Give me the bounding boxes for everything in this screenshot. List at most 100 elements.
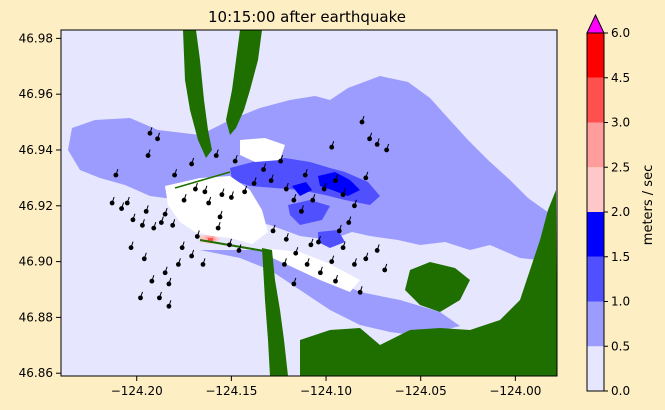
colorbar-segment <box>587 256 604 302</box>
gauge-point <box>206 200 212 206</box>
gauge-point <box>181 197 187 203</box>
gauge-point <box>124 200 130 206</box>
land-north-peninsula <box>226 30 262 135</box>
land-south-spit <box>262 248 288 376</box>
gauge-point <box>278 158 284 164</box>
land-south-shore <box>300 190 557 376</box>
speed-region-1.0-1.5c <box>318 230 345 248</box>
gauge-point <box>283 186 289 192</box>
gauge-point <box>145 153 151 158</box>
plot-area <box>61 30 557 376</box>
gauge-point <box>384 147 390 153</box>
chart-title: 10:15:00 after earthquake <box>208 8 406 26</box>
gauge-point <box>219 192 225 198</box>
gauge-point <box>352 261 357 267</box>
jetty <box>199 239 271 253</box>
gauge-point <box>317 270 323 276</box>
gauge-point <box>359 119 365 125</box>
colorbar-tick-label: 2.5 <box>611 160 630 174</box>
colorbar-segment <box>587 346 604 391</box>
gauge-point <box>158 220 164 225</box>
gauge-point <box>155 136 160 142</box>
gauge-point <box>357 289 363 295</box>
speed-region-1.5-2.0 <box>318 172 360 196</box>
gauge-point <box>217 214 223 220</box>
gauge-point <box>321 186 327 192</box>
gauge-point <box>333 178 338 184</box>
gauge-point <box>140 222 145 228</box>
gauge-point <box>143 208 149 214</box>
gauge-point <box>194 234 200 239</box>
colorbar-segment <box>587 77 604 123</box>
colorbar-tick-label: 6.0 <box>611 26 630 40</box>
colorbar: 0.0 0.5 1.0 1.5 2.0 2.5 3.0 4.5 6.0 <box>586 13 630 398</box>
gauge-point <box>119 206 124 211</box>
y-tick-label: 46.96 <box>19 87 53 101</box>
north-jetty <box>174 171 231 189</box>
gauge-point <box>291 281 297 287</box>
y-tick-label: 46.86 <box>19 366 53 380</box>
gauge-point <box>261 167 266 172</box>
gauge-point <box>128 245 134 251</box>
gauge-point <box>316 239 321 245</box>
gauge-point <box>363 256 369 262</box>
x-tick-label: −124.20 <box>111 384 163 398</box>
gauge-point <box>363 175 369 181</box>
gauge-point <box>270 228 276 234</box>
gauge-point <box>336 228 342 234</box>
land-southwest-patch <box>405 262 470 312</box>
colorbar-extend-triangle <box>586 13 605 34</box>
colorbar-tick-label: 1.0 <box>611 295 630 309</box>
colorbar-segment <box>587 167 604 212</box>
gauge-point <box>170 222 176 228</box>
gauge-point <box>147 130 153 136</box>
gauge-point <box>329 144 335 150</box>
gauge-point <box>268 178 274 184</box>
gauge-point <box>367 136 372 142</box>
gauge-point <box>202 189 208 195</box>
gauge-point <box>215 225 221 231</box>
x-tick-label: −124.05 <box>395 384 447 398</box>
gauge-point <box>162 211 168 217</box>
colorbar-tick-label: 0.0 <box>611 384 630 398</box>
y-tick-label: 46.92 <box>19 199 53 213</box>
gauge-point <box>227 242 232 248</box>
gauge-point <box>113 172 119 178</box>
gauge-point <box>281 261 287 267</box>
y-tick-label: 46.88 <box>19 310 53 324</box>
y-tick-label: 46.94 <box>19 143 53 157</box>
gauge-point <box>382 267 388 273</box>
speed-region-shelf <box>200 250 460 336</box>
gauge-point <box>228 195 234 200</box>
gauge-point <box>302 172 308 178</box>
y-tick-label: 46.98 <box>19 31 53 45</box>
gauge-point <box>179 245 185 251</box>
colorbar-segment <box>587 122 604 168</box>
gauge-point <box>291 197 297 203</box>
x-tick-label: −124.15 <box>205 384 257 398</box>
colorbar-segment <box>587 301 604 347</box>
y-tick-label: 46.90 <box>19 255 53 269</box>
plot-frame <box>60 29 558 377</box>
gauge-point <box>213 153 219 158</box>
gauge-point <box>283 236 289 242</box>
gauge-point <box>189 161 195 167</box>
gauge-point <box>130 217 136 223</box>
x-tick-label: −124.00 <box>489 384 541 398</box>
gauge-point <box>308 242 314 248</box>
dry-area-bay <box>165 176 268 244</box>
gauge-markers <box>109 115 390 309</box>
colorbar-segment <box>587 212 604 257</box>
speed-region-3.0-4.5 <box>208 238 213 241</box>
gauge-point <box>346 220 352 225</box>
gauge-point <box>157 295 162 301</box>
colorbar-tick-label: 1.5 <box>611 250 630 264</box>
gauge-point <box>251 181 257 186</box>
gauge-point <box>166 303 172 309</box>
gauge-point <box>374 142 380 147</box>
speed-region-1.0-1.5b <box>288 200 330 225</box>
gauge-point <box>109 200 115 206</box>
x-axis: −124.20 −124.15 −124.10 −124.05 −124.00 <box>111 376 541 398</box>
gauge-point <box>138 295 143 301</box>
